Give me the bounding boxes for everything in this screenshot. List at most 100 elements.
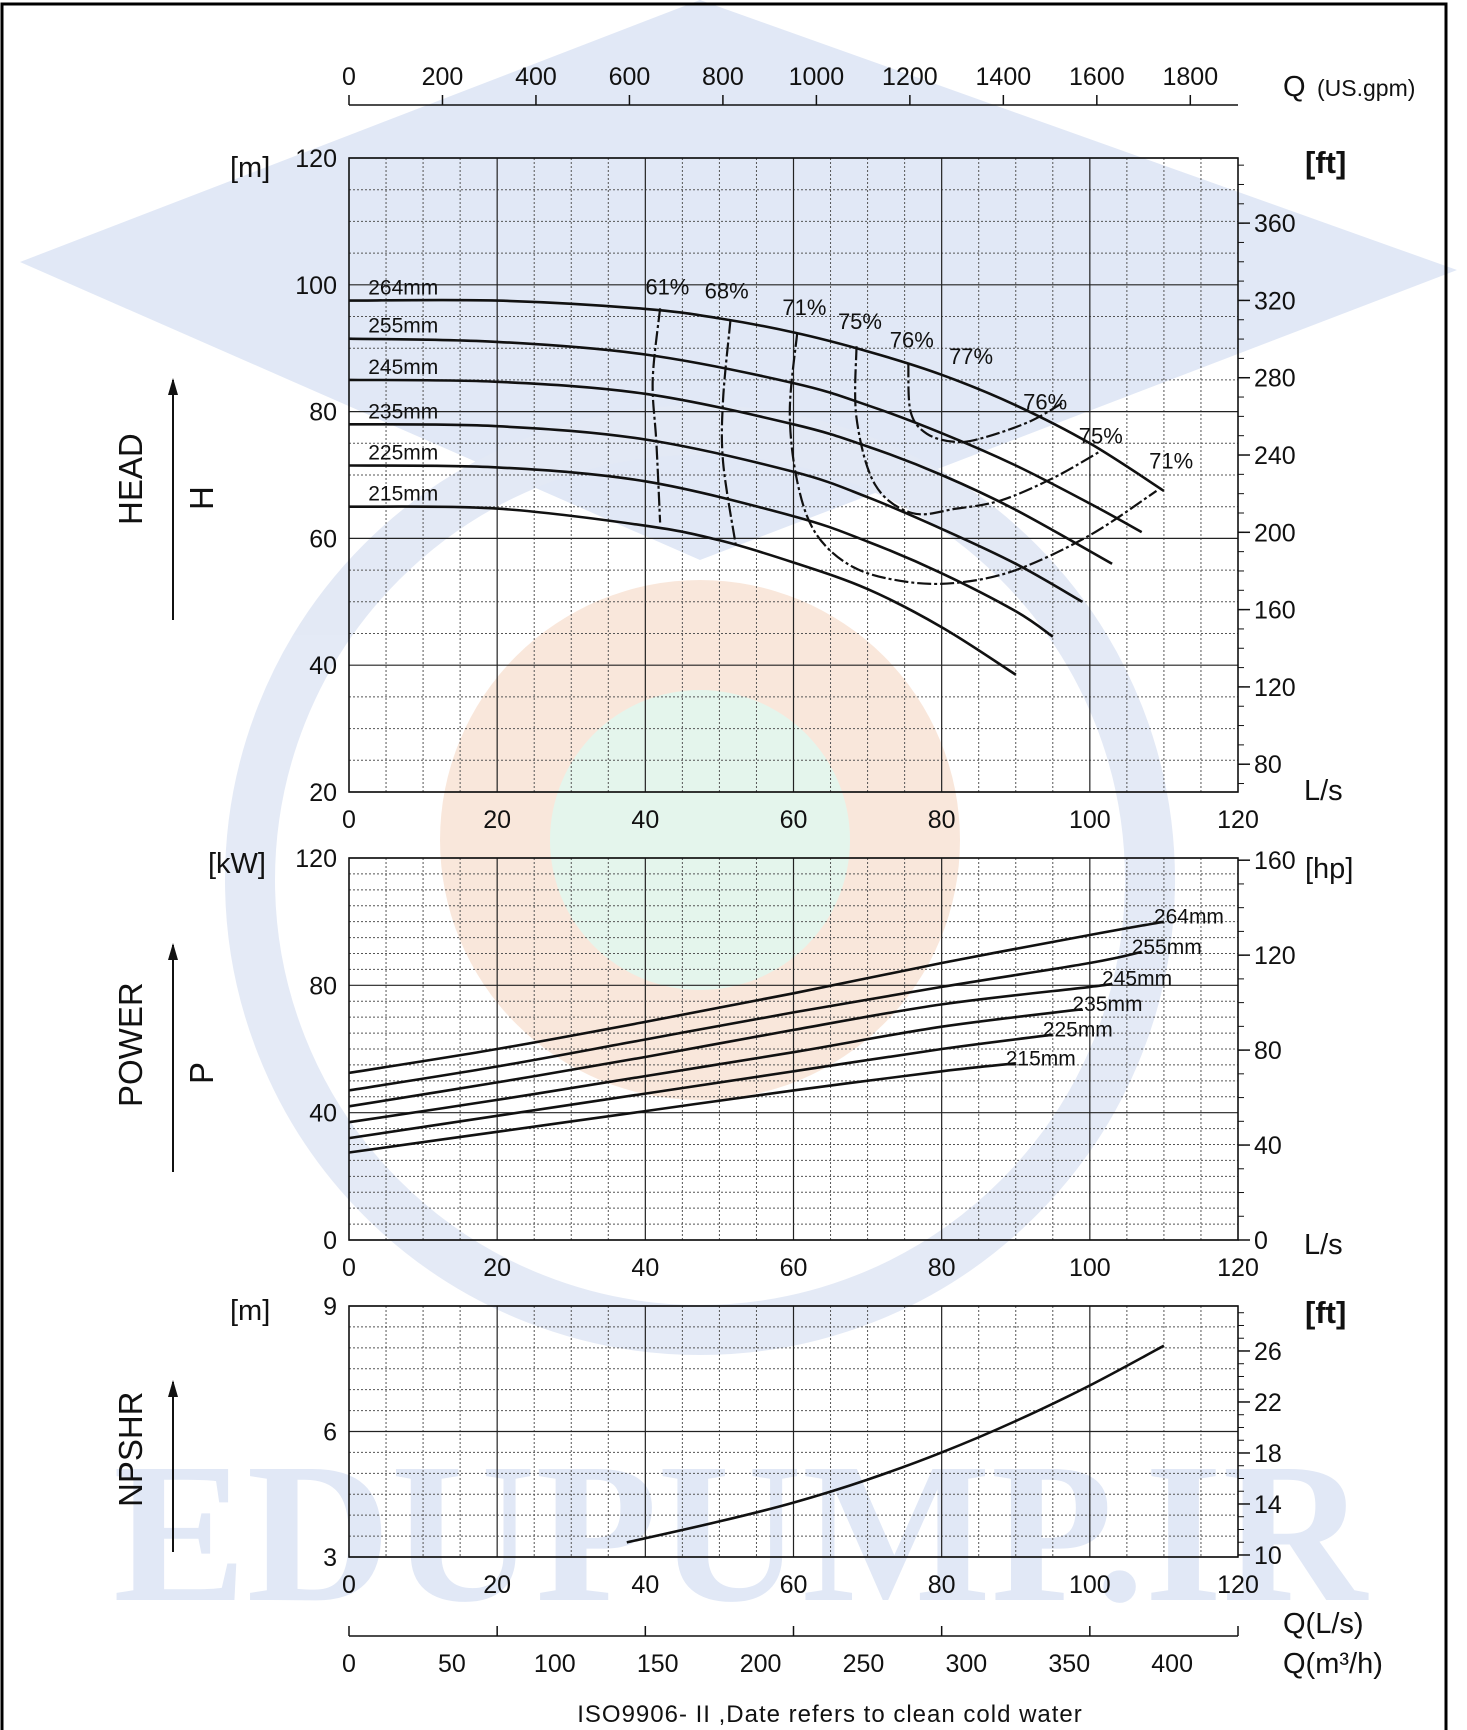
head-curve-label-225mm: 225mm <box>368 441 438 464</box>
x-tick-label: 100 <box>1069 806 1111 834</box>
plot-frame <box>348 1305 1239 1558</box>
y2-tick-label: 320 <box>1254 287 1296 315</box>
bottom-ls-label: Q(L/s) <box>1283 1608 1364 1640</box>
bottom-axis-m3h-tick-label: 350 <box>1048 1650 1090 1678</box>
top-axis-tick-label: 1600 <box>1069 63 1125 91</box>
top-axis-q-label: Q <box>1283 71 1306 103</box>
efficiency-line-61% <box>651 308 662 523</box>
bottom-axis-m3h-tick-label: 150 <box>637 1650 679 1678</box>
watermark-text: EDUPUMP.IR <box>113 1423 1369 1644</box>
efficiency-line-76% <box>907 363 1065 444</box>
x-tick-label: 40 <box>631 806 659 834</box>
power-curve-label-225mm: 225mm <box>1043 1019 1113 1042</box>
head-curve-245mm <box>348 378 1113 565</box>
head-curve-264mm <box>348 298 1165 492</box>
power-curve-245mm <box>348 982 1113 1108</box>
x-tick-label: 100 <box>1069 1254 1111 1282</box>
x-tick-label: 80 <box>928 806 956 834</box>
y2-tick-label: 80 <box>1254 751 1282 779</box>
x-tick-label: 120 <box>1217 806 1259 834</box>
head-x-unit: L/s <box>1304 775 1343 807</box>
head-curve-label-255mm: 255mm <box>368 315 438 338</box>
power-y2-unit: [hp] <box>1305 853 1353 885</box>
npshr-curve <box>626 1344 1165 1544</box>
y-tick-label: 20 <box>309 779 337 807</box>
y2-tick-label: 22 <box>1254 1389 1282 1417</box>
y2-tick-label: 0 <box>1254 1227 1268 1255</box>
head-curve-label-264mm: 264mm <box>368 277 438 300</box>
y-tick-label: 120 <box>295 845 337 873</box>
power-curve-label-245mm: 245mm <box>1102 968 1172 991</box>
y2-tick-label: 80 <box>1254 1037 1282 1065</box>
power-axis-title-text: POWER <box>112 982 149 1107</box>
x-tick-label: 100 <box>1069 1571 1111 1599</box>
x-tick-label: 60 <box>780 806 808 834</box>
y2-tick-label: 120 <box>1254 674 1296 702</box>
watermark-ring-icon <box>225 405 1175 1355</box>
y-tick-label: 6 <box>323 1419 337 1447</box>
power-curve-215mm <box>348 1062 1016 1154</box>
bottom-axis-m3h-tick-label: 0 <box>342 1650 356 1678</box>
x-tick-label: 0 <box>342 806 356 834</box>
x-tick-label: 20 <box>483 1254 511 1282</box>
efficiency-line-68% <box>720 319 737 545</box>
x-tick-label: 60 <box>780 1571 808 1599</box>
y2-tick-label: 18 <box>1254 1440 1282 1468</box>
top-axis-tick-label: 1000 <box>789 63 845 91</box>
watermark-cap-icon <box>20 0 1457 560</box>
head-curve-label-215mm: 215mm <box>368 483 438 506</box>
npshr-axis-title: NPSHR <box>112 1380 178 1552</box>
head-curve-225mm <box>348 464 1054 638</box>
bottom-axis-m3h-tick-label: 200 <box>740 1650 782 1678</box>
power-y-unit: [kW] <box>208 848 266 880</box>
y2-tick-label: 160 <box>1254 847 1296 875</box>
top-axis-tick-label: 800 <box>702 63 744 91</box>
head-y2-unit: [ft] <box>1305 145 1346 180</box>
npshr-y-unit: [m] <box>230 1295 270 1327</box>
head-axis-symbol: H <box>183 486 220 510</box>
power-curve-label-264mm: 264mm <box>1154 906 1224 929</box>
power-axis-symbol: P <box>183 1062 220 1084</box>
power-curve-label-215mm: 215mm <box>1006 1047 1076 1070</box>
bottom-m3h-axis: 0 50 100 150 200 250 300 350 400 <box>342 1626 1239 1678</box>
y-tick-label: 100 <box>295 272 337 300</box>
bottom-axis-m3h-tick-label: 300 <box>946 1650 988 1678</box>
top-axis-tick-label: 1800 <box>1162 63 1218 91</box>
top-axis-tick-label: 1200 <box>882 63 938 91</box>
top-axis-tick-label: 0 <box>342 63 356 91</box>
power-curve-225mm <box>348 1033 1053 1140</box>
y-tick-label: 80 <box>309 399 337 427</box>
efficiency-label-76%: 76% <box>1023 390 1067 415</box>
head-curve-label-245mm: 245mm <box>368 356 438 379</box>
power-curve-264mm <box>348 920 1165 1075</box>
top-gpm-axis: 0 200 400 600 800 1000 1200 1400 1600 1800 <box>342 63 1238 106</box>
y-tick-label: 0 <box>323 1227 337 1255</box>
x-tick-label: 40 <box>631 1254 659 1282</box>
power-curve-label-235mm: 235mm <box>1072 993 1142 1016</box>
watermark-center-icon <box>550 690 850 990</box>
y2-tick-label: 26 <box>1254 1338 1282 1366</box>
power-x-unit: L/s <box>1304 1229 1343 1261</box>
bottom-m3h-label: Q(m³/h) <box>1283 1648 1383 1680</box>
y-tick-label: 80 <box>309 972 337 1000</box>
footer-note: ISO9906- II ,Date refers to clean cold w… <box>577 1701 1083 1728</box>
plot-frame <box>348 857 1239 1241</box>
y-tick-label: 40 <box>309 1100 337 1128</box>
power-axis-title: POWER P <box>112 943 220 1172</box>
head-axis-title: HEAD H <box>112 378 220 620</box>
bottom-axis-m3h-tick-label: 100 <box>534 1650 576 1678</box>
efficiency-line-75% <box>854 346 1102 516</box>
efficiency-label-75%: 75% <box>1079 423 1123 448</box>
top-axis-tick-label: 200 <box>422 63 464 91</box>
y2-tick-label: 360 <box>1254 210 1296 238</box>
efficiency-line-71% <box>788 332 1158 586</box>
head-curve-label-235mm: 235mm <box>368 400 438 423</box>
plot-frame <box>348 157 1239 793</box>
y2-tick-label: 14 <box>1254 1491 1282 1519</box>
npshr-y2-unit: [ft] <box>1305 1295 1346 1330</box>
efficiency-label-71%: 71% <box>782 295 826 320</box>
efficiency-label-71%: 71% <box>1149 449 1193 474</box>
